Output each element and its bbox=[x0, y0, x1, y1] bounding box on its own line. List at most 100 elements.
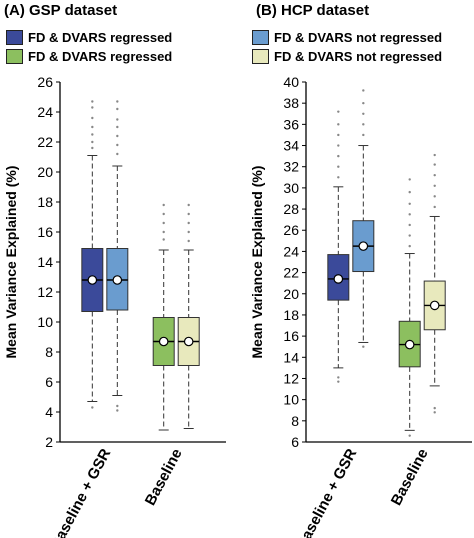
outlier-point bbox=[116, 100, 119, 103]
y-tick-label: 22 bbox=[37, 134, 53, 150]
outlier-point bbox=[91, 133, 94, 136]
outlier-point bbox=[91, 125, 94, 129]
outlier-point bbox=[116, 409, 119, 412]
outlier-point bbox=[187, 203, 190, 207]
legend-swatch bbox=[6, 30, 23, 45]
outlier-point bbox=[187, 221, 190, 225]
panel-a-title: (A) GSP dataset bbox=[4, 2, 118, 19]
outlier-point bbox=[162, 203, 165, 207]
y-tick-label: 18 bbox=[37, 194, 53, 210]
y-tick-label: 28 bbox=[283, 201, 299, 217]
y-tick-label: 24 bbox=[37, 104, 53, 120]
y-tick-label: 26 bbox=[283, 222, 299, 238]
y-tick-label: 16 bbox=[37, 224, 53, 240]
outlier-point bbox=[337, 154, 340, 158]
outlier-point bbox=[433, 195, 436, 198]
outlier-point bbox=[162, 230, 165, 234]
x-category-label: Baseline bbox=[142, 446, 186, 508]
y-tick-label: 14 bbox=[283, 349, 299, 365]
y-tick-label: 34 bbox=[283, 138, 299, 154]
y-tick-label: 16 bbox=[283, 328, 299, 344]
outlier-point bbox=[408, 434, 411, 437]
y-tick-label: 40 bbox=[283, 74, 299, 90]
y-tick-label: 12 bbox=[283, 370, 299, 386]
outlier-point bbox=[433, 411, 436, 414]
y-tick-label: 6 bbox=[45, 374, 53, 390]
panel-b-title: (B) HCP dataset bbox=[256, 2, 370, 19]
panel-b-chart: 6 8 10 12 14 16 18 20 22 24 26 28 30 32 34 36 38 40 Mean V… bbox=[249, 74, 472, 538]
outlier-point bbox=[116, 125, 119, 129]
y-tick-label: 4 bbox=[45, 404, 53, 420]
outlier-point bbox=[408, 202, 411, 205]
outlier-point bbox=[91, 146, 94, 150]
outlier-point bbox=[433, 163, 436, 166]
box-fd-dvars-not-regressed bbox=[352, 89, 375, 348]
outlier-point bbox=[337, 380, 340, 383]
y-tick-label: 36 bbox=[283, 116, 299, 132]
y-tick-label: 30 bbox=[283, 180, 299, 196]
y-tick-label: 38 bbox=[283, 95, 299, 111]
outlier-point bbox=[433, 173, 436, 177]
y-axis-label: Mean Variance Explained (%) bbox=[3, 166, 19, 359]
x-category-label: Baseline + GSR bbox=[47, 446, 114, 538]
outlier-point bbox=[362, 89, 365, 92]
y-tick-label: 12 bbox=[37, 284, 53, 300]
outlier-point bbox=[162, 238, 165, 241]
legend-swatch bbox=[252, 49, 269, 64]
outlier-point bbox=[337, 133, 340, 137]
outlier-point bbox=[362, 345, 365, 348]
legend-swatch bbox=[6, 49, 23, 64]
y-tick-label: 22 bbox=[283, 265, 299, 281]
y-tick-label: 18 bbox=[283, 307, 299, 323]
legend-label: FD & DVARS not regressed bbox=[274, 49, 443, 64]
outlier-point bbox=[116, 143, 119, 147]
outlier-point bbox=[337, 165, 340, 168]
outlier-point bbox=[337, 110, 340, 113]
outlier-point bbox=[408, 190, 411, 194]
outlier-point bbox=[362, 123, 365, 126]
y-tick-label: 32 bbox=[283, 159, 299, 175]
legend: FD & DVARS regressed FD & DVARS not regr… bbox=[4, 28, 470, 72]
outlier-point bbox=[187, 239, 190, 243]
box-fd-dvars-regressed bbox=[327, 110, 350, 383]
box-fd-dvars-not-regressed bbox=[106, 100, 129, 412]
outlier-point bbox=[91, 140, 94, 144]
outlier-point bbox=[408, 234, 411, 237]
mean-marker bbox=[404, 339, 415, 350]
outlier-point bbox=[362, 101, 365, 105]
mean-marker bbox=[333, 274, 344, 284]
outlier-point bbox=[116, 118, 119, 121]
y-tick-label: 14 bbox=[37, 254, 53, 270]
y-tick-label: 20 bbox=[37, 164, 53, 180]
box-fd-dvars-not-regressed bbox=[177, 203, 200, 429]
outlier-point bbox=[337, 176, 340, 179]
legend-label: FD & DVARS regressed bbox=[28, 30, 173, 45]
outlier-point bbox=[408, 213, 411, 216]
y-tick-label: 10 bbox=[37, 314, 53, 330]
y-tick-label: 8 bbox=[291, 413, 299, 429]
outlier-point bbox=[433, 406, 436, 410]
x-category-label: Baseline + GSR bbox=[293, 446, 360, 538]
outlier-point bbox=[408, 178, 411, 181]
outlier-point bbox=[408, 244, 411, 248]
outlier-point bbox=[91, 100, 94, 103]
y-tick-label: 24 bbox=[283, 243, 299, 259]
y-axis-label: Mean Variance Explained (%) bbox=[249, 166, 265, 359]
legend-label: FD & DVARS regressed bbox=[28, 49, 173, 64]
y-tick-label: 2 bbox=[45, 434, 53, 450]
outlier-point bbox=[408, 223, 411, 227]
outlier-point bbox=[116, 134, 119, 138]
outlier-point bbox=[162, 221, 165, 225]
outlier-point bbox=[162, 212, 165, 216]
x-category-label: Baseline bbox=[388, 446, 432, 508]
box-fd-dvars-regressed bbox=[81, 100, 104, 409]
mean-marker bbox=[429, 300, 440, 311]
y-tick-label: 20 bbox=[283, 286, 299, 302]
legend-label: FD & DVARS not regressed bbox=[274, 30, 443, 45]
outlier-point bbox=[337, 144, 340, 147]
outlier-point bbox=[337, 123, 340, 126]
outlier-point bbox=[116, 152, 119, 156]
outlier-point bbox=[116, 107, 119, 111]
